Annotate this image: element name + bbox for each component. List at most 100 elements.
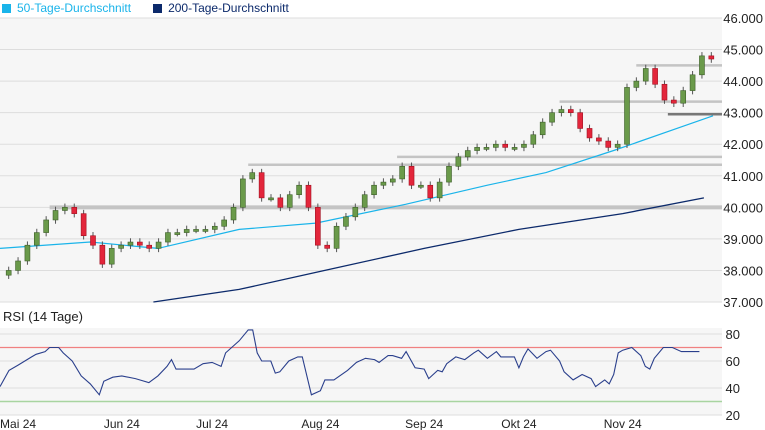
rsi-tick-label: 60 xyxy=(726,354,740,369)
ma200-line xyxy=(153,197,705,303)
candle-down xyxy=(652,68,658,85)
rsi-tick-label: 20 xyxy=(726,408,740,423)
candle-down xyxy=(567,109,574,113)
legend-label-ma50: 50-Tage-Durchschnitt xyxy=(17,1,132,15)
candle-up xyxy=(127,241,134,246)
candle-up xyxy=(268,197,274,201)
candle-down xyxy=(258,172,265,199)
candle-down xyxy=(502,143,509,148)
candle-up xyxy=(62,207,68,211)
month-tick-label: Nov 24 xyxy=(604,417,642,430)
candle-up xyxy=(343,216,349,227)
candle-down xyxy=(305,184,312,208)
candle-up xyxy=(165,232,171,243)
candle-down xyxy=(80,213,87,237)
candle-down xyxy=(671,99,677,104)
candle-up xyxy=(493,143,499,148)
rsi-plot-background xyxy=(0,328,722,415)
ma50-swatch-icon xyxy=(2,3,11,13)
candle-up xyxy=(43,219,49,233)
candle-up xyxy=(15,260,21,271)
candle-up xyxy=(614,143,621,148)
price-tick-label: 44.000 xyxy=(723,74,763,89)
candle-up xyxy=(474,147,480,151)
candle-up xyxy=(183,229,190,233)
candle-up xyxy=(699,55,705,76)
price-tick-label: 41.000 xyxy=(723,169,763,184)
candle-up xyxy=(240,178,246,208)
candle-up xyxy=(108,248,115,265)
candle-down xyxy=(137,241,143,246)
candle-down xyxy=(408,166,415,186)
candle-up xyxy=(389,178,396,183)
candle-up xyxy=(24,244,31,262)
candle-up xyxy=(549,112,555,123)
month-tick-label: Aug 24 xyxy=(301,417,339,430)
ma50-line xyxy=(0,115,714,250)
price-tick-label: 39.000 xyxy=(723,232,763,247)
candle-down xyxy=(586,128,593,139)
rsi-tick-label: 80 xyxy=(726,327,740,342)
candle-up xyxy=(286,194,293,208)
candle-down xyxy=(577,112,583,129)
candle-up xyxy=(118,244,124,249)
candle-down xyxy=(708,55,715,60)
candle-up xyxy=(221,219,227,227)
month-tick-label: Sep 24 xyxy=(405,417,443,430)
candle-down xyxy=(71,207,78,214)
price-tick-label: 43.000 xyxy=(723,106,763,121)
month-tick-label: Jul 24 xyxy=(196,417,228,430)
candle-up xyxy=(530,134,537,145)
price-tick-label: 38.000 xyxy=(723,263,763,278)
candle-up xyxy=(483,147,490,150)
candle-up xyxy=(193,229,199,232)
candle-up xyxy=(380,181,387,186)
legend-label-ma200: 200-Tage-Durchschnitt xyxy=(168,1,289,15)
price-tick-label: 42.000 xyxy=(723,137,763,152)
candle-up xyxy=(230,207,237,221)
candle-up xyxy=(33,232,40,246)
candle-up xyxy=(642,68,649,82)
candle-down xyxy=(324,244,331,249)
candle-up xyxy=(511,147,518,150)
rsi-title: RSI (14 Tage) xyxy=(3,309,83,324)
candle-up xyxy=(436,181,443,199)
price-plot-background xyxy=(0,18,722,302)
price-tick-label: 45.000 xyxy=(723,43,763,58)
candle-up xyxy=(174,232,181,235)
candle-up xyxy=(464,150,471,158)
candle-up xyxy=(399,166,405,180)
candle-up xyxy=(418,184,424,188)
candle-down xyxy=(146,244,153,249)
chart-legend: 50-Tage-Durchschnitt 200-Tage-Durchschni… xyxy=(2,0,289,16)
month-tick-label: Mai 24 xyxy=(0,417,36,430)
candle-up xyxy=(455,156,462,167)
candle-up xyxy=(352,207,359,218)
candle-down xyxy=(99,244,106,265)
candle-up xyxy=(52,210,59,221)
candle-up xyxy=(5,270,12,276)
rsi-line xyxy=(0,329,700,396)
candle-up xyxy=(371,184,377,196)
candle-up xyxy=(633,80,640,88)
candle-up xyxy=(249,172,256,180)
candle-up xyxy=(689,74,696,91)
month-tick-label: Jun 24 xyxy=(104,417,140,430)
candle-up xyxy=(202,229,209,232)
legend-item-ma50[interactable]: 50-Tage-Durchschnitt xyxy=(2,1,131,15)
candle-up xyxy=(521,143,527,148)
candle-up xyxy=(333,225,340,249)
legend-item-ma200[interactable]: 200-Tage-Durchschnitt xyxy=(153,1,289,15)
rsi-tick-label: 40 xyxy=(726,381,740,396)
candle-up xyxy=(558,109,565,113)
price-tick-label: 37.000 xyxy=(723,295,763,310)
candle-up xyxy=(680,90,687,104)
price-tick-label: 46.000 xyxy=(723,11,763,26)
candle-down xyxy=(427,184,434,199)
price-tick-label: 40.000 xyxy=(723,200,763,215)
ma200-swatch-icon xyxy=(153,3,163,13)
candle-up xyxy=(624,87,630,145)
candle-up xyxy=(361,194,368,208)
candle-up xyxy=(446,166,452,183)
